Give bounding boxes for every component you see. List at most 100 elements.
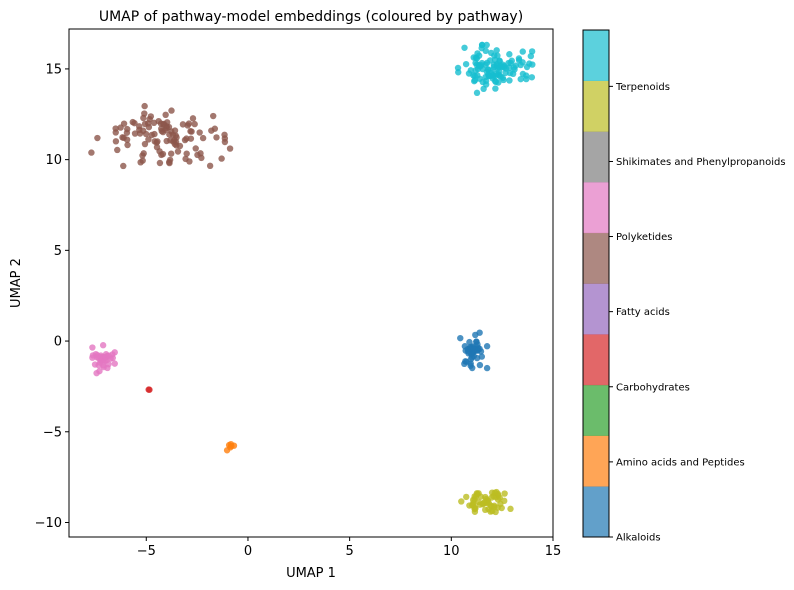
x-tick-label: 10 <box>443 544 460 559</box>
y-tick-label: −10 <box>35 516 62 531</box>
colorbar-tick-label: Amino acids and Peptides <box>616 457 745 468</box>
scatter-point <box>208 127 215 134</box>
scatter-point <box>499 61 507 68</box>
scatter-point <box>501 490 508 497</box>
scatter-point <box>176 142 184 150</box>
scatter-point <box>189 115 197 122</box>
y-tick-label: 10 <box>45 153 62 168</box>
scatter-point <box>469 501 477 508</box>
scatter-point <box>486 57 494 64</box>
scatter-point <box>510 64 518 71</box>
scatter-point <box>528 48 536 55</box>
x-tick-label: 5 <box>345 544 353 559</box>
scatter-point <box>99 342 107 349</box>
scatter-point <box>474 341 481 348</box>
colorbar-tick-label: Alkaloids <box>616 533 661 544</box>
x-tick-label: 15 <box>545 544 562 559</box>
scatter-point <box>478 353 485 360</box>
scatter-point <box>473 89 481 97</box>
scatter-point <box>493 488 500 496</box>
colorbar-segment <box>583 131 609 183</box>
x-tick-label: 0 <box>244 544 252 559</box>
scatter-point <box>166 158 173 166</box>
colorbar-segment <box>583 334 609 386</box>
scatter-point <box>482 47 489 54</box>
scatter-point <box>490 63 498 71</box>
scatter-point <box>120 162 127 170</box>
series-7 <box>454 41 536 97</box>
colorbar-tick-label: Shikimates and Phenylpropanoids <box>616 157 786 168</box>
scatter-point <box>137 159 144 166</box>
colorbar-segment <box>583 30 609 81</box>
scatter-point <box>470 54 477 61</box>
colorbar-tick-label: Fatty acids <box>616 307 670 318</box>
scatter-point <box>141 140 149 148</box>
scatter-point <box>454 64 462 72</box>
scatter-points <box>88 41 536 516</box>
scatter-point <box>131 119 138 127</box>
scatter-point <box>523 75 530 83</box>
scatter-point <box>187 135 195 142</box>
scatter-point <box>506 77 513 84</box>
scatter-point <box>112 138 120 145</box>
scatter-point <box>476 62 483 70</box>
scatter-point <box>476 361 484 369</box>
scatter-point <box>461 44 468 51</box>
x-tick-label: −5 <box>137 544 156 559</box>
scatter-point <box>492 508 499 516</box>
scatter-point <box>168 150 175 157</box>
scatter-point <box>123 136 131 143</box>
scatter-point <box>467 67 474 74</box>
scatter-point <box>467 362 474 369</box>
scatter-point <box>221 131 228 138</box>
scatter-point <box>141 102 148 110</box>
scatter-point <box>488 494 495 501</box>
scatter-point <box>183 150 190 157</box>
scatter-point <box>523 63 531 71</box>
scatter-point <box>114 146 121 154</box>
scatter-point <box>497 73 504 80</box>
scatter-point <box>517 75 524 83</box>
scatter-point <box>496 494 503 501</box>
scatter-point <box>158 125 165 132</box>
scatter-point <box>471 77 478 85</box>
scatter-point <box>509 70 517 78</box>
scatter-point <box>117 124 124 131</box>
scatter-point <box>457 334 464 342</box>
scatter-point <box>140 114 147 122</box>
scatter-point <box>519 59 526 66</box>
scatter-point <box>226 145 234 152</box>
scatter-point <box>192 145 199 152</box>
x-axis: −5 0 5 10 15 <box>137 537 562 559</box>
scatter-point <box>463 493 470 501</box>
scatter-point <box>181 136 189 144</box>
scatter-point <box>487 49 495 57</box>
scatter-point <box>148 131 156 139</box>
scatter-point <box>482 506 489 514</box>
scatter-point <box>89 344 96 351</box>
colorbar-tick-label: Polyketides <box>616 232 672 243</box>
scatter-point <box>466 338 473 346</box>
scatter-point <box>479 78 486 86</box>
y-tick-label: 15 <box>45 62 62 77</box>
series-2 <box>223 440 238 454</box>
scatter-point <box>458 498 465 505</box>
scatter-point <box>196 129 203 136</box>
scatter-point <box>112 125 119 132</box>
y-tick-label: −5 <box>43 425 62 440</box>
scatter-point <box>94 134 101 142</box>
scatter-point <box>206 162 214 170</box>
scatter-point <box>139 152 146 159</box>
scatter-point <box>124 125 131 133</box>
scatter-point <box>470 345 478 353</box>
scatter-point <box>167 137 174 144</box>
series-4 <box>88 102 234 170</box>
scatter-point <box>150 119 158 127</box>
series-6 <box>458 488 514 516</box>
colorbar-segment <box>583 384 609 436</box>
scatter-point <box>462 60 470 68</box>
scatter-point <box>528 74 536 81</box>
colorbar: Alkaloids Amino acids and Peptides Carbohy… <box>582 29 786 544</box>
